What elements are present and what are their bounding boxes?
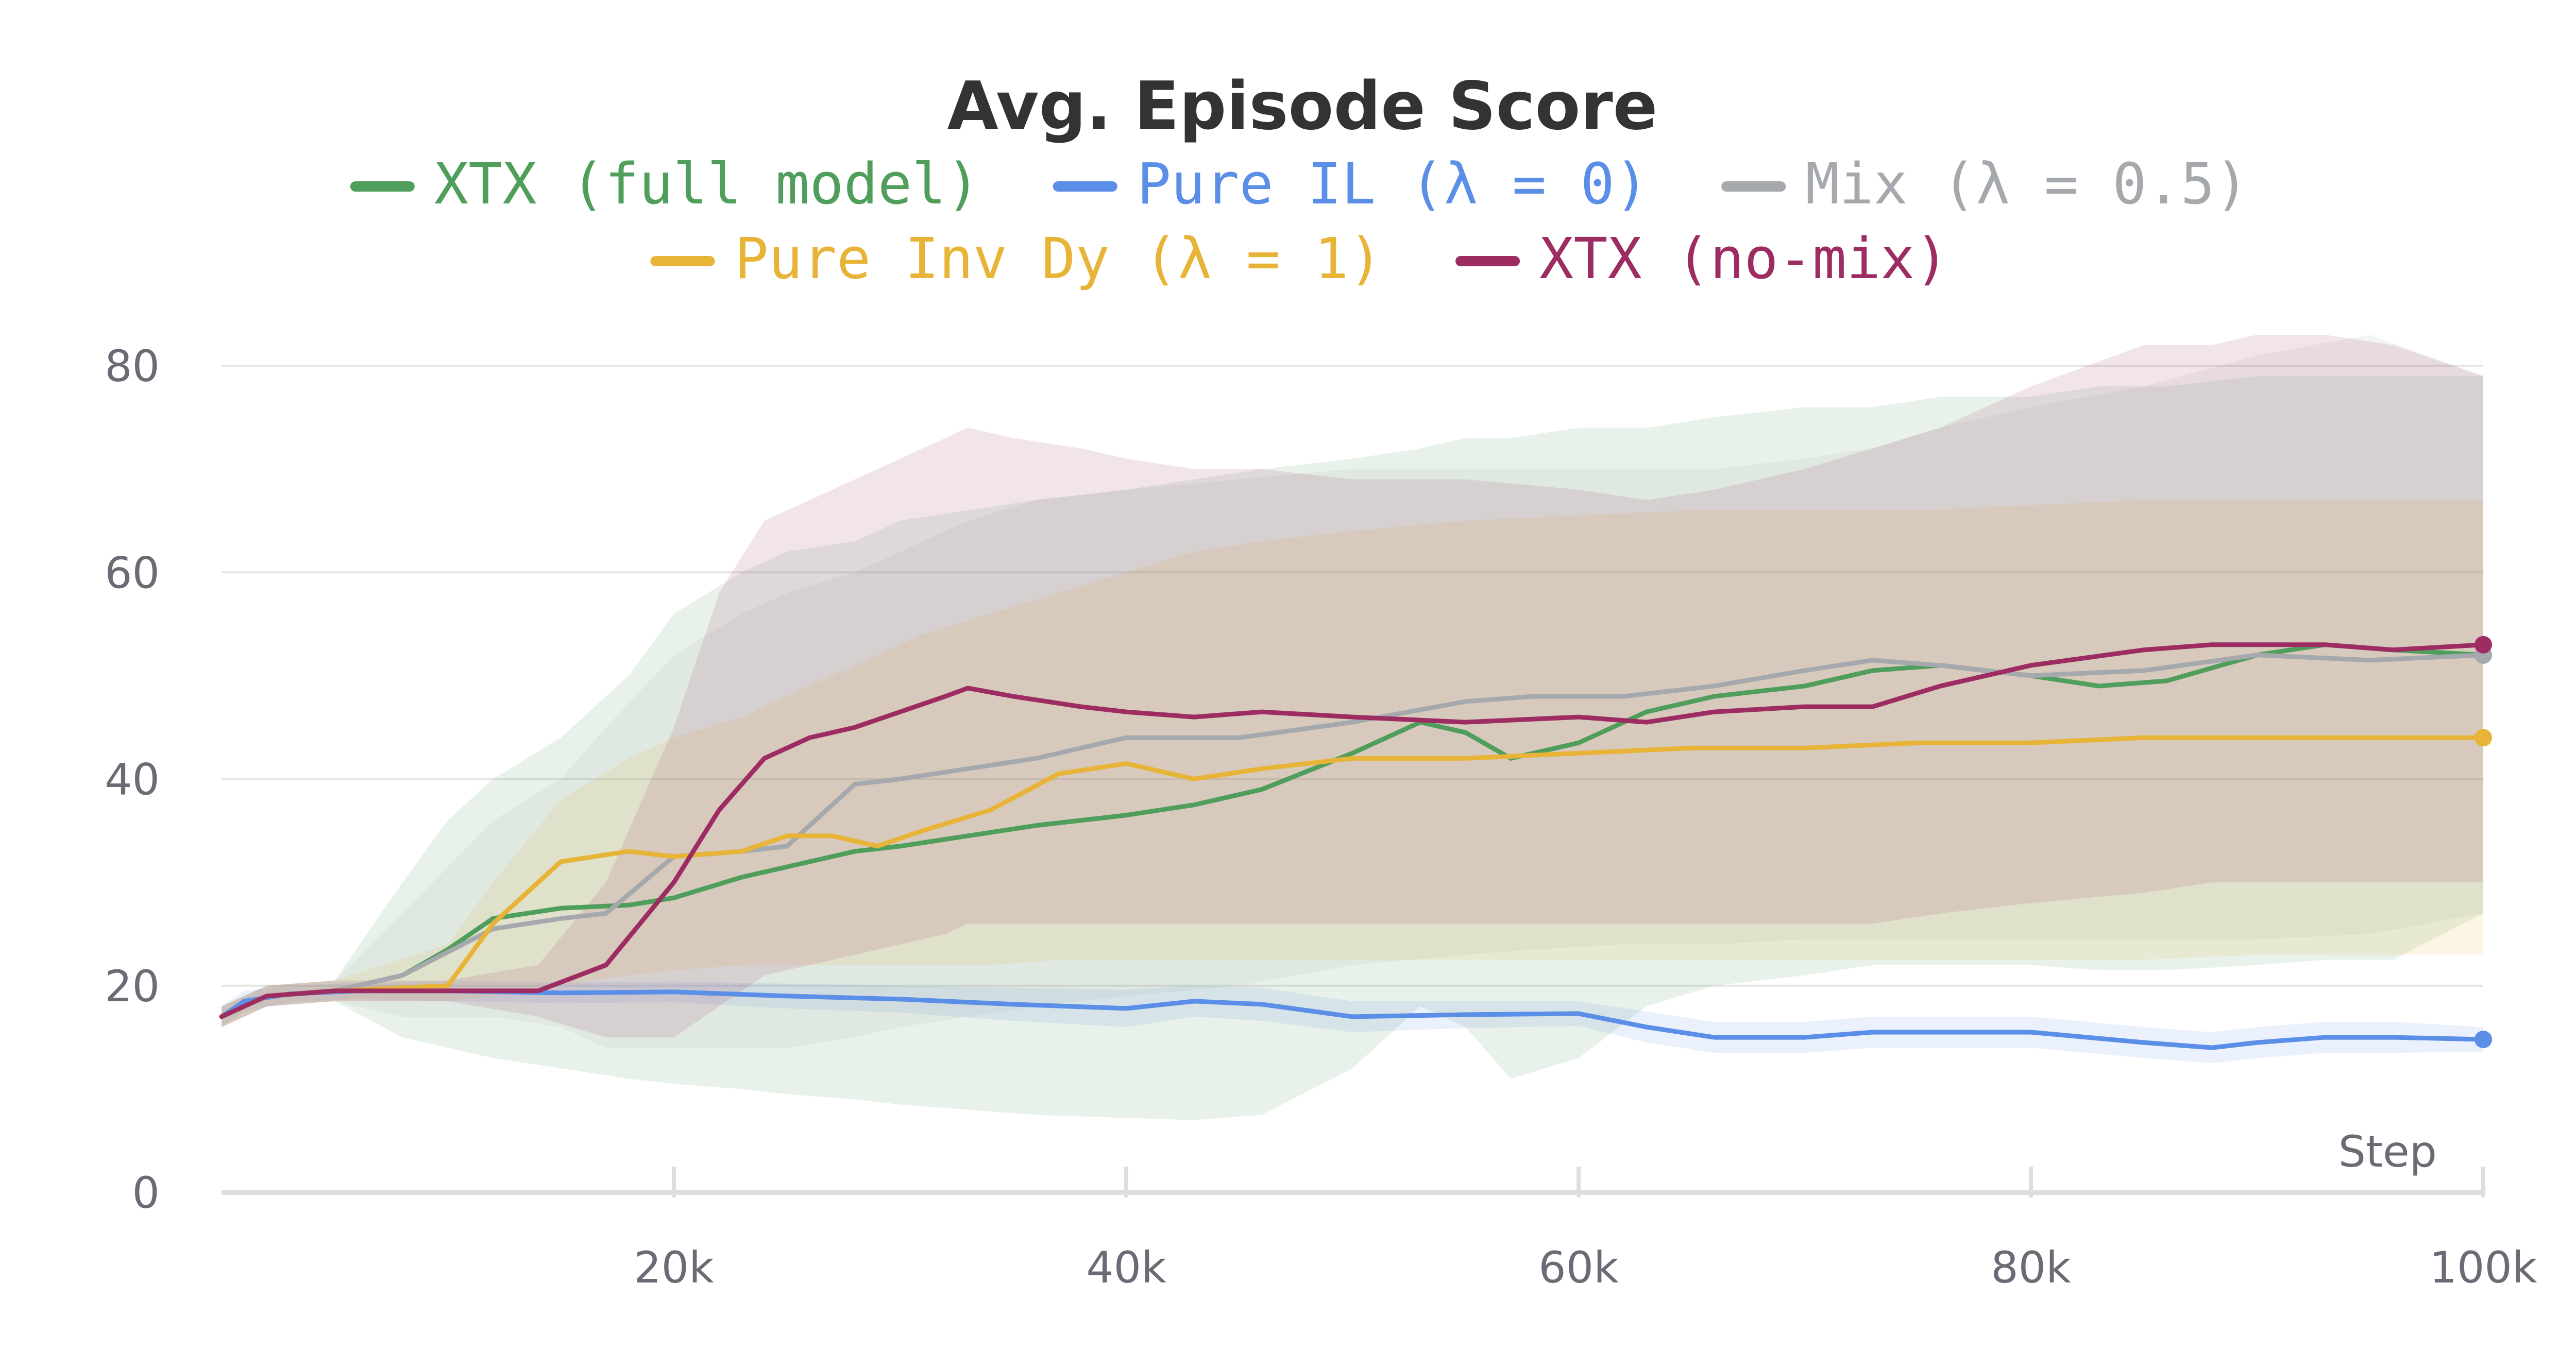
y-tick-label: 40 [105,755,160,805]
confidence-bands [222,334,2483,1120]
line-mix-0-5 [219,653,2486,1019]
y-tick-label: 60 [105,548,160,598]
line-xtx-full-model [219,642,2486,1019]
x-tick-label: 80k [1991,1242,2071,1293]
band-pure-inv-dy-1 [222,500,2483,1027]
y-tick-label: 0 [132,1168,160,1218]
x-tick-label: 20k [634,1242,714,1293]
series-lines [219,636,2492,1050]
line-pure-inv-dy-1 [219,735,2486,1019]
legend-label-pure-inv-dy-1: Pure Inv Dy (λ = 1) [734,226,1382,292]
legend-label-pure-il-0: Pure IL (λ = 0) [1137,151,1649,217]
band-xtx-full-model [222,376,2483,1120]
band-mix-0-5 [222,334,2483,1048]
x-tick-label: 60k [1538,1242,1619,1293]
y-tick-label: 20 [105,961,160,1012]
legend-label-xtx-full-model: XTX (full model) [434,151,980,217]
legend: XTX (full model) Pure IL (λ = 0) Mix (λ = … [350,151,2249,292]
band-xtx-no-mix [222,334,2483,1038]
endpoint-pure-inv-dy-1 [2475,729,2492,747]
axes: 0 20 40 60 80 20k 40k 60k 80k 100k [105,341,2537,1293]
endpoint-pure-il-0 [2475,1031,2492,1049]
x-tick-label: 40k [1086,1242,1166,1293]
band-pure-il-0 [222,980,2483,1064]
y-tick-label: 80 [105,341,160,391]
legend-label-mix-0-5: Mix (λ = 0.5) [1805,151,2249,217]
x-axis-label: Step [2338,1126,2437,1177]
endpoint-xtx-no-mix [2475,636,2492,654]
grid [222,365,2483,987]
legend-label-xtx-no-mix: XTX (no-mix) [1539,226,1949,292]
x-tick-label: 100k [2430,1242,2537,1293]
line-xtx-no-mix [219,642,2486,1019]
chart-title: Avg. Episode Score [947,68,1658,145]
